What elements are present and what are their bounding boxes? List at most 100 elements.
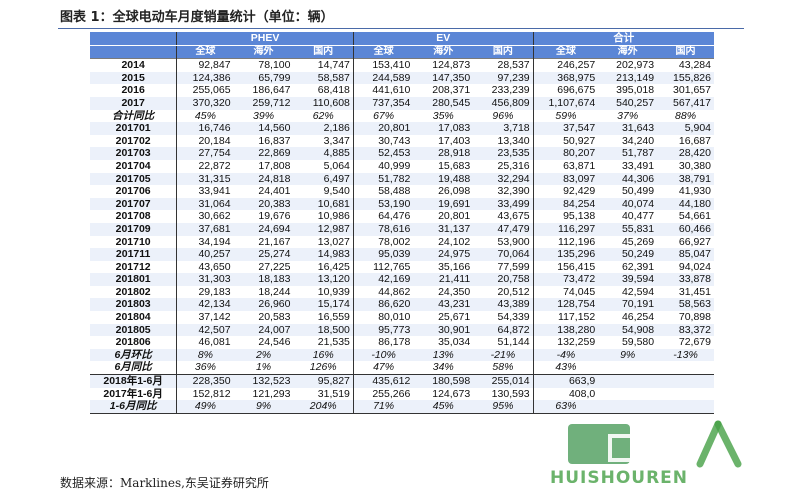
- table-cell: 65,799: [233, 71, 294, 85]
- table-cell: 17,808: [258, 159, 291, 172]
- table-cell: 94,024: [678, 260, 711, 273]
- table-cell: 43,675: [497, 210, 530, 223]
- row-label: 201801: [90, 273, 177, 286]
- table-cell: 58,587: [293, 71, 354, 85]
- table-row: 201704 22,872 17,808 5,064 40,999 15,683 25,31…: [90, 159, 714, 173]
- row-label: 2017: [90, 96, 177, 110]
- table-cell: 64,872: [473, 323, 534, 337]
- table-cell: 16,837: [258, 134, 291, 147]
- table-row: 201804 37,142 20,583 16,559 80,010 25,671 54,3…: [90, 311, 714, 324]
- table-cell: 24,350: [438, 285, 471, 298]
- table-cell: 47%: [352, 361, 414, 375]
- sub-header-cell: 国内: [293, 45, 354, 59]
- table-cell: 10,939: [317, 285, 350, 298]
- table-cell: 228,350: [176, 374, 234, 388]
- table-cell: 95,827: [293, 374, 354, 388]
- table-cell: 19,488: [413, 172, 474, 186]
- table-cell: 43%: [532, 361, 599, 375]
- table-cell: 80,010: [352, 311, 414, 324]
- table-cell: 441,610: [352, 84, 414, 97]
- table-cell: 24,401: [258, 185, 291, 198]
- table-cell: [598, 374, 658, 388]
- table-cell: 204%: [293, 400, 354, 414]
- table-cell: 68,418: [317, 84, 350, 97]
- table-cell: 202,973: [598, 58, 658, 72]
- table-body: 2014 92,847 78,100 14,747 153,410 124,873 28,5…: [90, 58, 714, 414]
- table-cell: 38,791: [657, 172, 714, 186]
- table-cell: -10%: [352, 348, 414, 362]
- source-note: 数据来源：Marklines,东吴证券研究所: [60, 476, 269, 490]
- table-cell: 15,683: [438, 159, 471, 172]
- table-cell: 24,818: [233, 172, 294, 186]
- table-cell: 88%: [675, 109, 697, 122]
- table-cell: 34,240: [621, 134, 655, 147]
- person-logo-icon: [696, 420, 742, 468]
- table-cell: 45%: [176, 109, 234, 123]
- table-cell: 147,350: [413, 71, 474, 85]
- table-cell: 78,100: [233, 58, 294, 72]
- table-cell: 301,657: [673, 84, 711, 97]
- table-cell: 51,782: [352, 172, 414, 186]
- table-cell: 33,491: [621, 159, 655, 172]
- table-cell: 31,315: [176, 172, 234, 186]
- row-label: 201805: [90, 323, 177, 337]
- row-label: 2018年1-6月: [90, 374, 177, 388]
- table-cell: 32,390: [497, 185, 530, 198]
- table-cell: 213,149: [598, 71, 658, 85]
- table-cell: 138,280: [532, 323, 599, 337]
- row-label: 201806: [115, 336, 151, 349]
- table-cell: 13%: [413, 348, 474, 362]
- table-cell: 34%: [432, 361, 454, 374]
- table-cell: 66,927: [678, 235, 711, 248]
- corner-cell: [90, 45, 177, 59]
- table-cell: 47,479: [473, 222, 534, 236]
- table-cell: 663,9: [532, 374, 599, 388]
- table-row: 201710 34,194 21,167 13,027 78,002 24,102 53,9…: [90, 235, 714, 249]
- table-cell: 9%: [233, 400, 294, 414]
- table-cell: 31,064: [176, 197, 234, 211]
- table-cell: 83,097: [532, 172, 599, 186]
- table-row: 2015 124,386 65,799 58,587 244,589 147,350 97,…: [90, 71, 714, 85]
- table-cell: 67%: [352, 109, 414, 123]
- table-row: 201701 16,746 14,560 2,186 20,801 17,083 3,718…: [90, 122, 714, 135]
- table-cell: 27,225: [258, 260, 291, 273]
- corner-cell: [90, 32, 177, 46]
- row-label: 2014: [90, 58, 177, 72]
- table-cell: 70,191: [598, 298, 658, 312]
- table-cell: 15,174: [293, 298, 354, 312]
- row-label: 201708: [115, 210, 151, 223]
- row-label: 201706: [115, 185, 151, 198]
- table-cell: 22,869: [233, 147, 294, 160]
- table-cell: 35,166: [438, 260, 471, 273]
- table-cell: 3,347: [323, 134, 350, 147]
- table-cell: 16%: [293, 348, 354, 362]
- table-cell: 59%: [532, 109, 599, 123]
- table-cell: 53,190: [352, 197, 414, 211]
- table-cell: 33,499: [473, 197, 534, 211]
- sub-header-cell: 全球: [176, 45, 234, 59]
- row-label: 2015: [90, 71, 177, 85]
- table-cell: 96%: [492, 109, 514, 122]
- row-label: 201712: [115, 260, 151, 273]
- table-cell: 1,107,674: [532, 96, 599, 110]
- table-cell: 45%: [413, 400, 474, 414]
- table-cell: 244,589: [352, 71, 414, 85]
- table-cell: 132,259: [532, 336, 599, 349]
- table-cell: 43,231: [413, 298, 474, 312]
- table-cell: 20,758: [473, 273, 534, 286]
- table-cell: 54,339: [497, 311, 530, 324]
- table-cell: 37,681: [176, 222, 234, 236]
- table-row: 201707 31,064 20,383 10,681 53,190 19,691 33,4…: [90, 197, 714, 211]
- table-row: 201801 31,303 18,183 13,120 42,169 21,411 20,7…: [90, 273, 714, 286]
- table-cell: [657, 374, 714, 388]
- sub-header-cell: 海外: [233, 45, 294, 59]
- table-cell: 58%: [492, 361, 514, 374]
- table-cell: 124,386: [176, 71, 234, 85]
- table-cell: 46,254: [621, 311, 655, 324]
- table-cell: 84,254: [532, 197, 599, 211]
- table-cell: 6,497: [293, 172, 354, 186]
- table-cell: 50,249: [598, 248, 658, 261]
- table-cell: 255,065: [176, 84, 234, 97]
- table-cell: [598, 400, 658, 414]
- table-cell: 24,694: [233, 222, 294, 236]
